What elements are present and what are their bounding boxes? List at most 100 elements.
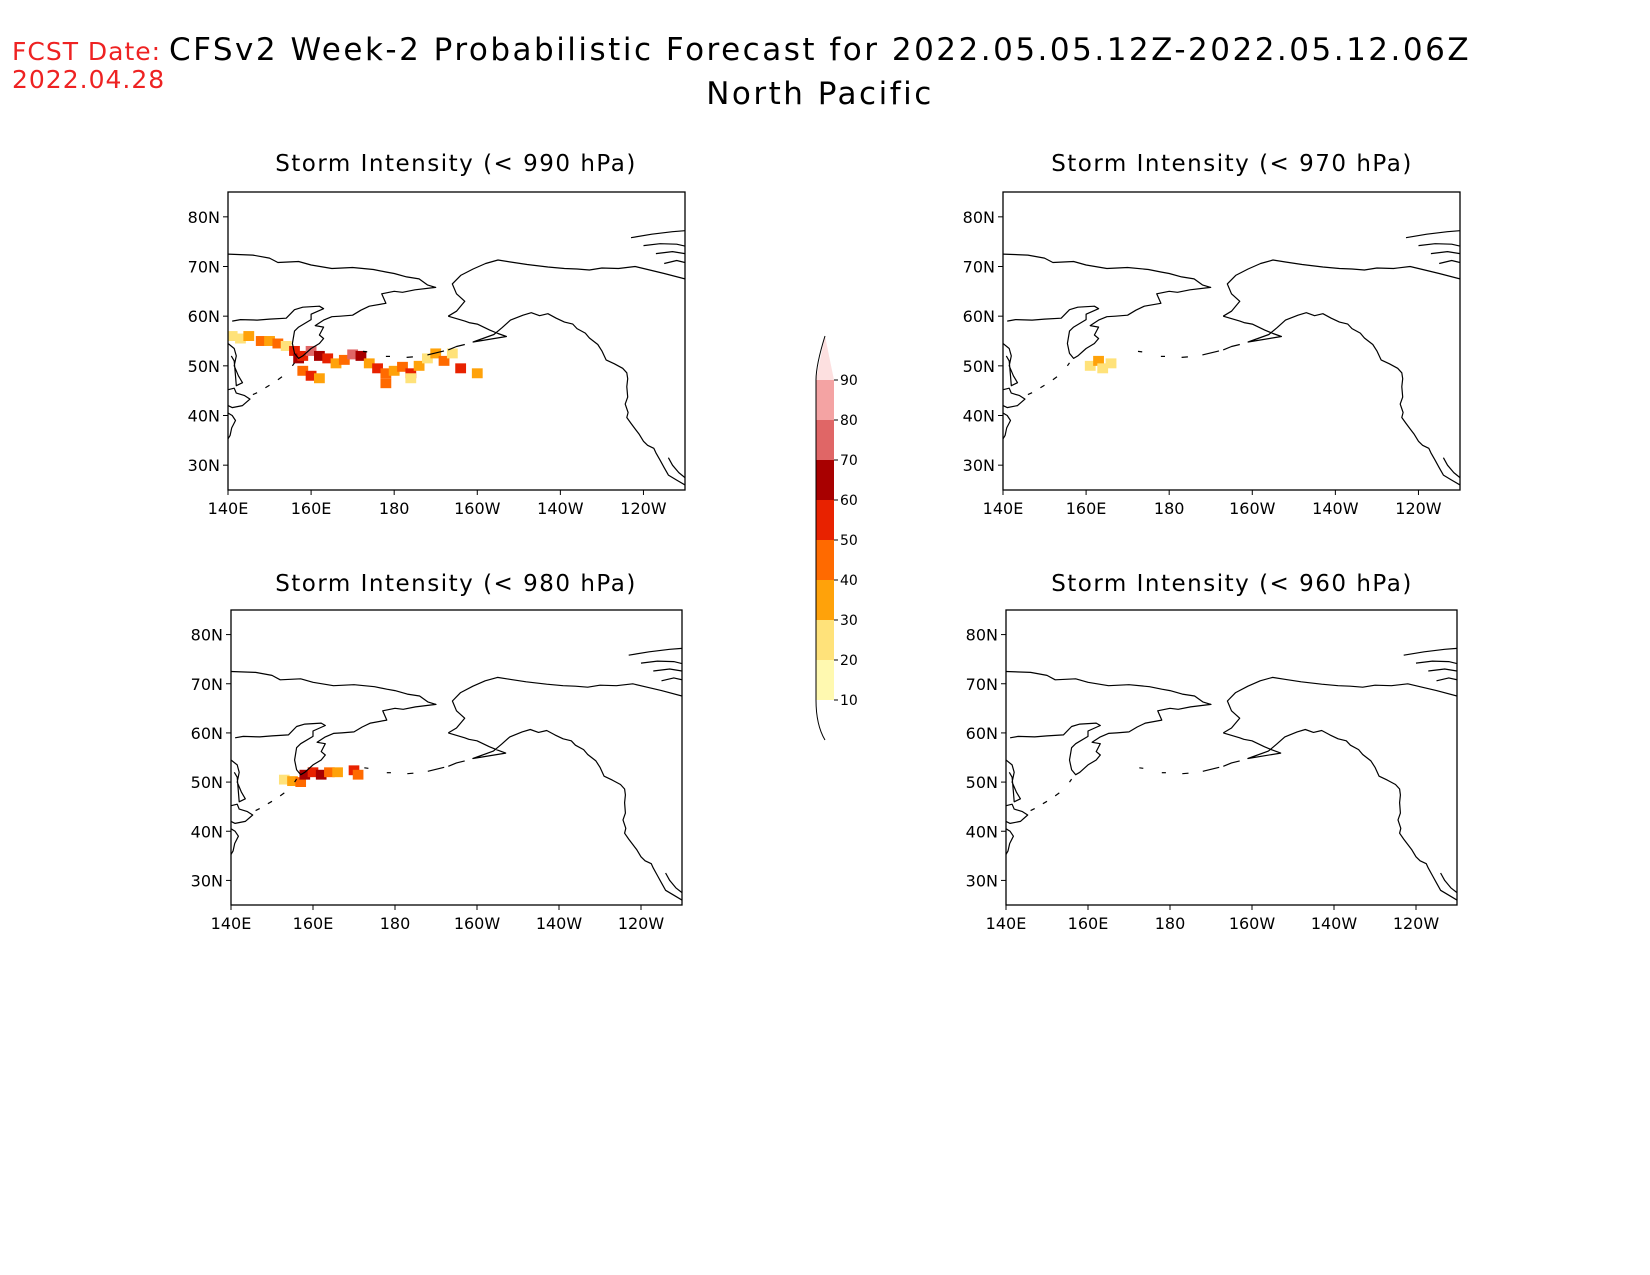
probability-cell — [1093, 355, 1104, 366]
lon-tick-label: 160W — [1229, 499, 1276, 518]
page-subtitle: North Pacific — [706, 76, 934, 112]
panel-title-990: Storm Intensity (< 990 hPa) — [275, 151, 637, 177]
coastline — [427, 350, 445, 356]
probability-cell — [313, 350, 325, 361]
colorbar-segment — [816, 540, 834, 580]
probability-cell — [295, 777, 307, 787]
probability-cell — [313, 373, 325, 384]
probability-cell — [280, 341, 292, 351]
coastline — [1436, 677, 1457, 682]
coastline — [1006, 759, 1021, 803]
coastline — [1403, 647, 1457, 656]
coastline — [265, 384, 270, 389]
lon-tick-label: 160E — [1066, 499, 1107, 518]
lat-tick-label: 50N — [963, 357, 995, 376]
colorbar-label: 50 — [840, 533, 858, 549]
coastline — [447, 343, 465, 351]
probability-cell — [397, 361, 408, 372]
coastline — [1139, 767, 1144, 769]
map-frame — [227, 191, 686, 491]
probability-cell — [235, 333, 246, 344]
coastline — [364, 767, 369, 769]
coastline — [231, 828, 239, 855]
colorbar-label: 20 — [840, 653, 858, 669]
map-970: 80N 70N 60N 50N 40N 30N 140E 160E 180 160W 140W 120… — [963, 191, 1461, 518]
coastline — [628, 647, 682, 656]
lat-tick-label: 50N — [191, 773, 223, 792]
lat-tick-label: 30N — [191, 871, 223, 890]
coastline — [1223, 760, 1240, 767]
lon-tick-label: 140W — [1312, 499, 1359, 518]
lat-tick-label: 80N — [191, 626, 223, 645]
colorbar-label: 80 — [840, 413, 858, 429]
map-content-990 — [228, 230, 685, 486]
lon-tick-label: 160E — [1068, 914, 1109, 933]
probability-cell — [405, 373, 417, 384]
probability-cell — [305, 345, 317, 356]
lon-tick-label: 140E — [211, 914, 252, 933]
coastline — [1066, 362, 1070, 367]
probability-cell — [1084, 360, 1096, 371]
lon-tick-label: 120W — [1395, 499, 1442, 518]
coastline — [1052, 376, 1058, 381]
probability-cell — [438, 355, 450, 366]
colorbar-top-triangle — [816, 336, 834, 380]
coastline — [1223, 312, 1460, 486]
coastline — [1223, 728, 1457, 901]
coastline — [448, 312, 685, 486]
probability-cell — [446, 348, 458, 359]
coastline — [231, 803, 254, 824]
coastline — [228, 412, 237, 440]
coastline — [630, 230, 685, 239]
coastline — [406, 356, 413, 358]
lat-tick-label: 70N — [191, 675, 223, 694]
coastline — [1439, 259, 1460, 265]
colorbar-segment — [816, 460, 834, 500]
coastline — [362, 350, 368, 353]
map-content-980 — [231, 647, 682, 901]
probability-cell — [455, 363, 467, 374]
coastline — [1069, 778, 1073, 783]
colorbar-segment — [816, 380, 834, 420]
map-frame — [1005, 609, 1458, 906]
lat-tick-label: 60N — [191, 724, 223, 743]
map-content-970 — [1003, 230, 1460, 486]
lon-tick-label: 160W — [454, 914, 501, 933]
map-960: 80N 70N 60N 50N 40N 30N 140E 160E 180 160W 140W 120… — [966, 609, 1458, 933]
probability-cell — [332, 767, 343, 778]
coastline — [1222, 259, 1460, 317]
lon-tick-label: 180 — [379, 499, 410, 518]
coastline — [1202, 350, 1220, 356]
lat-tick-label: 80N — [188, 208, 220, 227]
colorbar-label: 10 — [840, 693, 858, 709]
map-content-960 — [1006, 647, 1457, 901]
fcst-date-value: 2022.04.28 — [12, 65, 166, 94]
probability-cell — [315, 769, 327, 780]
probability-cell — [305, 370, 317, 381]
lon-tick-label: 180 — [1154, 499, 1185, 518]
coastline — [448, 728, 682, 901]
probability-cell — [352, 769, 364, 780]
probability-cell — [347, 349, 359, 360]
map-frame — [230, 609, 683, 906]
coastline — [1137, 350, 1143, 353]
coastline — [1003, 253, 1212, 359]
coastline — [277, 376, 283, 381]
coastline — [661, 677, 682, 682]
coastline — [427, 766, 445, 772]
probability-cell — [255, 336, 267, 346]
coastline — [1418, 243, 1460, 247]
coastline — [407, 772, 414, 775]
probability-cell — [287, 776, 298, 787]
coastline — [1222, 343, 1240, 351]
map-990: 80N 70N 60N 50N 40N 30N 140E 160E 180 160W 140W 120… — [188, 191, 686, 518]
probability-cell — [422, 353, 433, 364]
probability-cell — [355, 350, 367, 361]
coastline — [279, 792, 285, 797]
coastline — [291, 362, 295, 367]
lon-tick-label: 140E — [983, 499, 1024, 518]
coastline — [447, 676, 682, 734]
map-980: 80N 70N 60N 50N 40N 30N 140E 160E 180 160W 140W 120… — [191, 609, 683, 933]
lon-tick-label: 140W — [537, 499, 584, 518]
coastline — [448, 760, 465, 767]
